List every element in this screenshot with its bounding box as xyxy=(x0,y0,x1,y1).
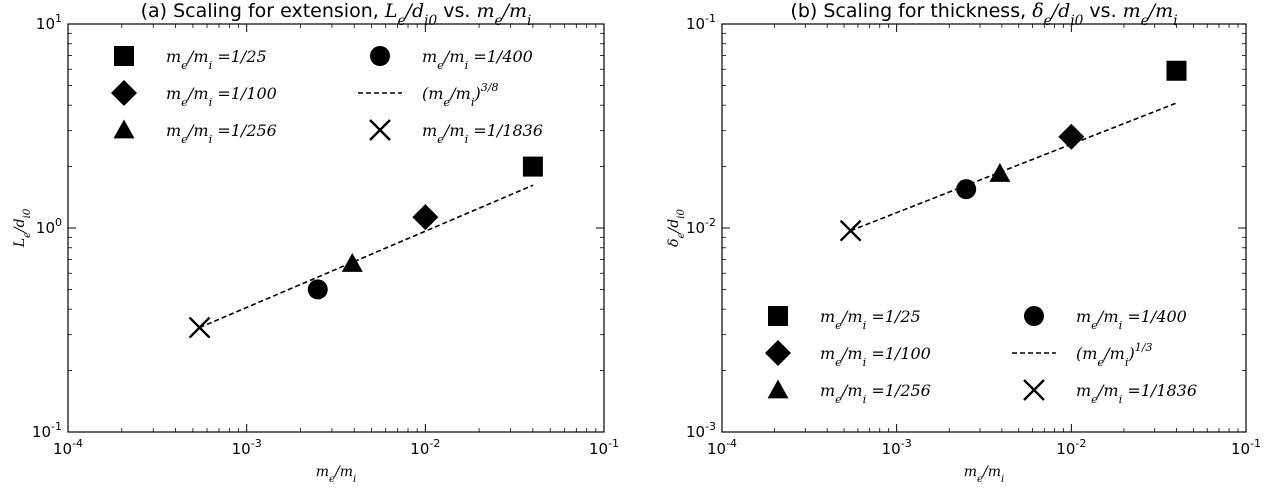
y-tick-label: 101 xyxy=(36,12,62,33)
y-tick-label: 10-1 xyxy=(686,12,716,33)
y-axis-label: δe/di0 xyxy=(666,209,687,247)
legend-marker-triangle xyxy=(113,119,135,139)
power-law-fit-line xyxy=(199,184,534,329)
legend-label: me/mi =1/100 xyxy=(166,84,277,109)
data-point-triangle xyxy=(989,162,1011,182)
data-point-x xyxy=(839,219,862,242)
x-tick-label: 10-4 xyxy=(707,437,737,458)
legend-marker-square xyxy=(114,46,134,66)
legend-label: me/mi =1/25 xyxy=(166,47,267,72)
legend-label: me/mi =1/1836 xyxy=(422,121,543,146)
legend: me/mi =1/25 me/mi =1/400 me/mi =1/100 (me/m… xyxy=(765,306,1197,406)
legend-marker-x xyxy=(369,119,391,141)
x-tick-label: 10-3 xyxy=(882,437,912,458)
legend-marker-x xyxy=(1023,379,1045,401)
data-point-circle xyxy=(307,279,328,300)
y-tick-label: 10-3 xyxy=(686,420,716,441)
chart-panel-a: (a) Scaling for extension, Le/di0 vs. me… xyxy=(12,0,619,485)
chart-panel-b: (b) Scaling for thickness, δe/di0 vs. me… xyxy=(666,0,1261,485)
legend-marker-diamond xyxy=(111,80,137,106)
legend-label: me/mi =1/400 xyxy=(1076,307,1187,332)
plot-area-frame xyxy=(721,23,1247,433)
data-point-square xyxy=(522,156,543,177)
chart-title: (b) Scaling for thickness, δe/di0 vs. me… xyxy=(790,0,1177,29)
y-tick-label: 10-1 xyxy=(32,420,62,441)
x-axis-label: me/mi xyxy=(316,464,356,485)
legend-label-fit: (me/mi)1/3 xyxy=(1076,341,1152,369)
y-axis-label: Le/di0 xyxy=(12,208,33,248)
legend-label: me/mi =1/25 xyxy=(820,307,921,332)
y-tick-label: 100 xyxy=(36,216,62,237)
x-tick-label: 10-2 xyxy=(410,437,440,458)
legend-label: me/mi =1/1836 xyxy=(1076,381,1197,406)
legend-label-fit: (me/mi)3/8 xyxy=(422,81,498,109)
x-tick-label: 10-4 xyxy=(53,437,83,458)
x-tick-label: 10-1 xyxy=(589,437,619,458)
data-point-diamond xyxy=(1058,123,1085,150)
x-tick-label: 10-2 xyxy=(1056,437,1086,458)
legend-marker-triangle xyxy=(767,379,789,399)
data-point-x xyxy=(188,316,211,339)
x-tick-label: 10-3 xyxy=(232,437,262,458)
legend-marker-circle xyxy=(370,46,390,66)
legend-label: me/mi =1/256 xyxy=(166,121,277,146)
data-point-diamond xyxy=(412,204,439,231)
data-point-triangle xyxy=(341,252,363,272)
x-axis-label: me/mi xyxy=(964,464,1004,485)
data-point-circle xyxy=(956,179,977,200)
legend-marker-diamond xyxy=(765,340,791,366)
legend-label: me/mi =1/256 xyxy=(820,381,931,406)
data-point-square xyxy=(1166,60,1187,81)
legend-label: me/mi =1/400 xyxy=(422,47,533,72)
plot-area-frame xyxy=(67,23,605,433)
legend: me/mi =1/25 me/mi =1/400 me/mi =1/100 (me/m… xyxy=(111,46,543,146)
chart-title: (a) Scaling for extension, Le/di0 vs. me… xyxy=(141,0,532,29)
x-tick-label: 10-1 xyxy=(1231,437,1261,458)
y-tick-label: 10-2 xyxy=(686,216,716,237)
legend-marker-circle xyxy=(1024,306,1044,326)
legend-label: me/mi =1/100 xyxy=(820,344,931,369)
legend-marker-square xyxy=(768,306,788,326)
power-law-fit-line xyxy=(850,102,1177,232)
